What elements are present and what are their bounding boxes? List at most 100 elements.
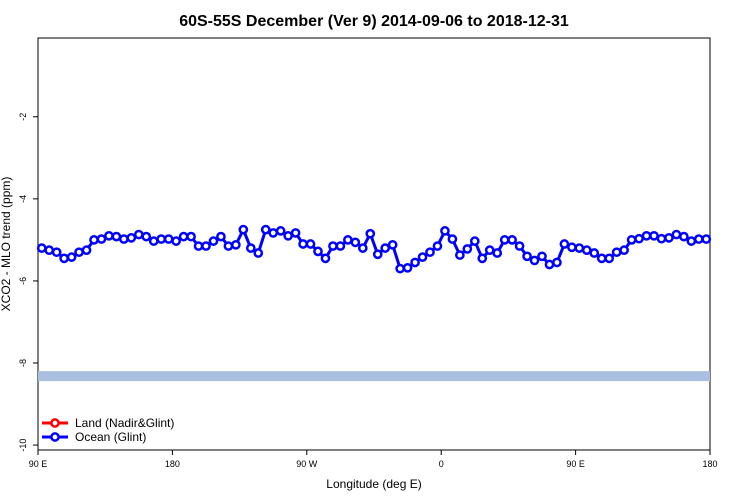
series-point	[96, 234, 107, 244]
series-point	[36, 243, 47, 253]
series-point	[544, 259, 555, 270]
series-point	[163, 234, 174, 244]
series-point	[133, 229, 144, 240]
legend-marker	[50, 418, 60, 428]
series-point	[380, 243, 391, 253]
series-point	[432, 241, 443, 251]
series-point	[410, 257, 420, 268]
series-point	[537, 251, 547, 262]
series-point	[402, 262, 413, 273]
series-point	[208, 236, 219, 246]
series-point	[350, 237, 361, 248]
series-point	[455, 250, 465, 260]
series-point	[365, 228, 376, 239]
series-point	[245, 243, 256, 253]
series-point	[223, 241, 234, 251]
series-point	[469, 236, 480, 246]
series-point	[395, 263, 405, 274]
series-point	[447, 234, 458, 244]
chart-title: 60S-55S December (Ver 9) 2014-09-06 to 2…	[179, 13, 569, 30]
series-point	[141, 231, 152, 242]
series-point	[171, 236, 181, 246]
series-point	[74, 247, 84, 258]
series-point	[559, 239, 570, 249]
series-point	[328, 241, 338, 251]
series-point	[156, 234, 167, 244]
series-point	[66, 252, 77, 262]
series-point	[425, 247, 435, 258]
series-point	[290, 228, 301, 238]
series-point	[81, 245, 92, 256]
series-point	[440, 226, 450, 236]
series-point	[238, 224, 249, 235]
series-point	[320, 253, 331, 264]
series-point	[679, 231, 689, 242]
x-tick-label: 90 E	[566, 459, 585, 469]
y-tick-label: -10	[18, 439, 28, 452]
series-point	[343, 235, 353, 245]
series-point	[634, 233, 644, 244]
series-point	[619, 245, 629, 256]
series-point	[567, 242, 577, 253]
series-point	[596, 253, 607, 264]
series-point	[387, 239, 398, 250]
series-point	[477, 253, 488, 264]
y-tick-label: -4	[18, 195, 28, 203]
series-point	[671, 229, 682, 240]
plot-frame	[37, 37, 711, 451]
series-point	[178, 231, 189, 242]
series-point	[89, 235, 99, 245]
series-point	[701, 234, 712, 244]
series-point	[372, 249, 383, 260]
series-point	[641, 230, 652, 241]
series-point	[649, 230, 659, 241]
series-point	[201, 241, 211, 251]
series-point	[604, 253, 615, 264]
legend-marker	[50, 432, 60, 442]
series-point	[492, 248, 503, 258]
series-point	[104, 230, 114, 241]
x-axis-label: Longitude (deg E)	[326, 477, 421, 491]
series-point	[283, 230, 293, 241]
series-point	[357, 243, 368, 253]
series-point	[193, 241, 204, 251]
series-point	[59, 253, 69, 264]
y-tick-label: -6	[18, 277, 28, 285]
series-point	[335, 241, 346, 251]
series-point	[268, 228, 279, 238]
series-point	[260, 224, 271, 235]
series-point	[126, 232, 137, 243]
series-point	[231, 239, 241, 250]
series-point	[111, 231, 122, 242]
x-tick-label: 180	[702, 459, 717, 469]
series-point	[507, 235, 517, 245]
legend-label: Land (Nadir&Glint)	[75, 416, 174, 430]
series-point	[313, 246, 323, 257]
series-point	[484, 245, 495, 256]
series-point	[148, 236, 159, 246]
x-tick-label: 180	[165, 459, 180, 469]
series-point	[462, 244, 473, 254]
series-point	[529, 255, 540, 266]
y-tick-label: -8	[18, 359, 28, 367]
x-tick-label: 90 E	[29, 459, 48, 469]
series-point	[253, 248, 264, 258]
x-tick-label: 90 W	[296, 459, 318, 469]
series-point	[626, 235, 637, 245]
series-point	[216, 231, 226, 242]
series-point	[664, 232, 674, 243]
legend-label: Ocean (Glint)	[75, 430, 146, 444]
series-point	[656, 233, 667, 244]
series-point	[298, 239, 308, 249]
series-point	[589, 248, 600, 258]
series-point	[119, 234, 129, 244]
series-point	[499, 235, 510, 245]
series-point	[522, 251, 532, 262]
series-point	[305, 239, 316, 249]
series-point	[51, 247, 62, 258]
series-point	[44, 245, 55, 256]
y-axis-label: XCO2 - MLO trend (ppm)	[0, 177, 13, 312]
series-point	[574, 243, 585, 253]
series-point	[514, 241, 525, 251]
